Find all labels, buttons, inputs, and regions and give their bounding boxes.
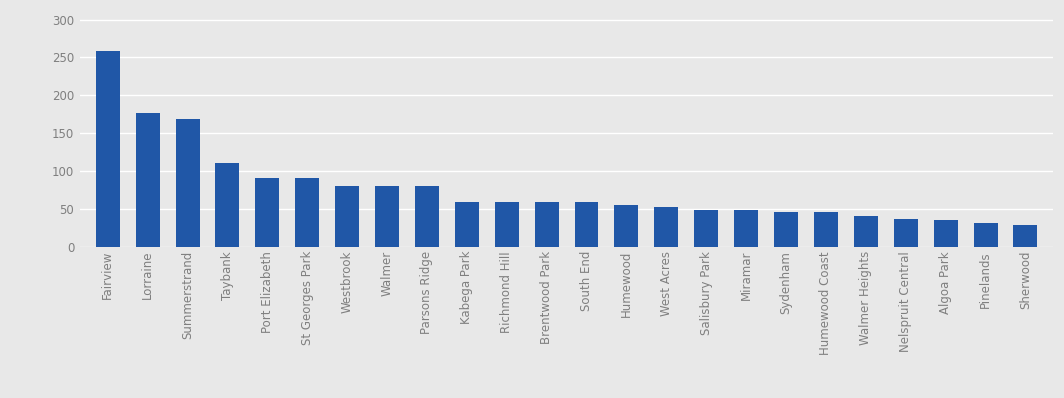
Bar — [176, 119, 200, 247]
Bar — [774, 212, 798, 247]
Bar — [295, 178, 319, 247]
Bar — [454, 202, 479, 247]
Bar — [694, 211, 718, 247]
Bar — [974, 222, 998, 247]
Bar — [575, 202, 598, 247]
Bar — [495, 202, 518, 247]
Bar — [335, 186, 359, 247]
Bar — [534, 202, 559, 247]
Bar — [894, 219, 917, 247]
Bar — [853, 216, 878, 247]
Bar — [734, 211, 758, 247]
Bar — [136, 113, 160, 247]
Bar — [614, 205, 638, 247]
Bar — [415, 186, 439, 247]
Bar — [215, 164, 239, 247]
Bar — [934, 220, 958, 247]
Bar — [654, 207, 679, 247]
Bar — [255, 178, 279, 247]
Bar — [814, 212, 838, 247]
Bar — [1013, 225, 1037, 247]
Bar — [96, 51, 119, 247]
Bar — [375, 186, 399, 247]
